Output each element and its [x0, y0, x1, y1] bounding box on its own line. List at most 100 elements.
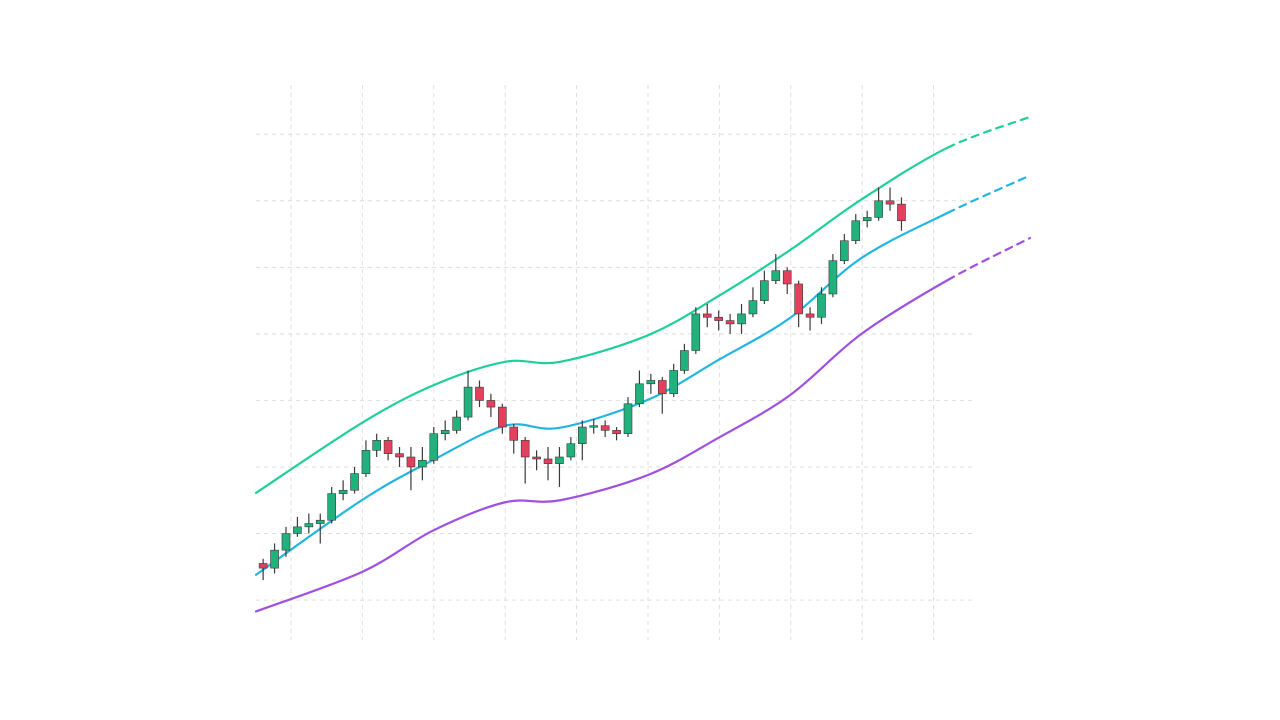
candle	[885, 187, 895, 211]
candle-body	[657, 380, 667, 395]
candle-body	[748, 300, 758, 315]
candle-body	[315, 519, 325, 524]
candle	[452, 410, 461, 434]
candle-body	[589, 425, 599, 428]
candle	[406, 447, 416, 491]
candle-body	[691, 313, 701, 351]
band-line	[254, 278, 949, 613]
candle	[327, 486, 336, 524]
candle-body	[702, 313, 712, 318]
candle	[293, 516, 302, 537]
band-forecast	[946, 236, 1032, 282]
candle-body	[418, 460, 427, 468]
candle-body	[338, 489, 348, 494]
candle-body	[281, 533, 291, 551]
candle	[395, 447, 404, 467]
candle-body	[794, 283, 803, 315]
candle	[657, 377, 667, 414]
candle-body	[760, 280, 769, 301]
candle-body	[805, 313, 815, 318]
candle	[714, 310, 723, 331]
candle	[532, 450, 541, 471]
candle-body	[612, 430, 621, 435]
candle-body	[669, 370, 678, 395]
candle-body	[383, 440, 393, 454]
candle-body	[429, 433, 439, 461]
candle	[817, 287, 826, 324]
candle	[258, 558, 268, 581]
candle	[725, 313, 735, 334]
candle-body	[509, 426, 519, 441]
candle-body	[520, 440, 530, 458]
band-forecast	[946, 115, 1032, 149]
candle	[737, 303, 746, 334]
candle	[589, 419, 599, 434]
candle	[760, 270, 769, 304]
band-line	[254, 146, 949, 495]
candle-body	[782, 270, 792, 285]
candle	[498, 403, 507, 434]
candle	[270, 543, 279, 574]
candle	[646, 373, 656, 394]
candle-body	[862, 217, 872, 222]
candle-body	[737, 313, 746, 325]
candle-body	[828, 260, 838, 295]
candle-body	[543, 458, 553, 464]
candle	[429, 427, 439, 464]
candle	[635, 370, 644, 408]
candle-body	[555, 456, 564, 464]
candle-body	[452, 416, 461, 431]
candle	[315, 513, 325, 544]
candle-body	[327, 493, 336, 521]
candle-body	[680, 350, 689, 371]
candle-body	[771, 270, 781, 281]
candle-body	[498, 406, 507, 428]
candle-body	[486, 400, 496, 408]
candle	[669, 363, 678, 398]
candle-body	[897, 203, 906, 222]
candle-body	[714, 316, 723, 321]
candle	[543, 447, 553, 481]
candle-body	[577, 426, 587, 444]
candle-body	[395, 453, 404, 458]
candle	[600, 420, 610, 438]
candle-body	[270, 549, 279, 569]
candle	[555, 447, 564, 487]
candle	[748, 287, 758, 318]
candle-body	[885, 200, 895, 205]
candle	[897, 197, 906, 231]
candle	[566, 437, 576, 461]
candle-body	[840, 240, 849, 261]
candle-body	[874, 200, 883, 218]
candle	[862, 210, 872, 228]
candle	[350, 466, 359, 494]
candle-body	[600, 425, 610, 431]
candle	[486, 393, 496, 418]
candle	[805, 307, 815, 331]
candle	[840, 234, 849, 265]
candle-body	[725, 320, 735, 325]
candle	[440, 420, 450, 441]
candle-body	[350, 473, 359, 491]
candle	[874, 187, 883, 221]
candle	[361, 440, 371, 477]
candle-body	[532, 456, 541, 460]
candle-body	[635, 383, 644, 405]
candle	[418, 447, 427, 481]
candle	[509, 423, 519, 454]
candle	[828, 254, 838, 298]
candle	[851, 214, 861, 245]
candle-body	[406, 456, 416, 468]
candle	[702, 303, 712, 328]
candle	[782, 267, 792, 294]
candle	[612, 427, 621, 441]
candle	[623, 397, 633, 438]
candle	[281, 526, 291, 557]
candle-body	[463, 386, 473, 418]
candle	[680, 343, 689, 374]
candle	[520, 437, 530, 484]
candle-body	[646, 380, 656, 385]
candle	[383, 437, 393, 461]
